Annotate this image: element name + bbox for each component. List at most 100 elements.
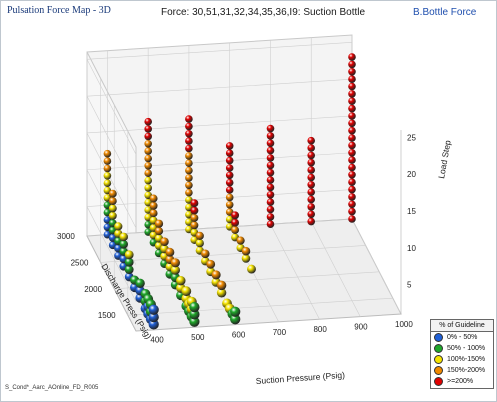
data-point (231, 218, 240, 227)
data-point (124, 257, 134, 267)
data-point (348, 200, 356, 209)
data-point (266, 183, 275, 192)
data-point (247, 264, 256, 274)
data-point (266, 198, 275, 206)
data-point (149, 194, 158, 203)
data-point (206, 259, 216, 269)
grid-line (86, 42, 353, 60)
data-point (144, 169, 152, 177)
data-point (185, 181, 193, 190)
data-point (154, 226, 164, 236)
data-point (119, 240, 128, 249)
legend-label: 150%-200% (447, 367, 486, 374)
y-tick-label: 2500 (71, 258, 89, 267)
legend: % of Guideline 0% - 50% 50% - 100% 100%-… (430, 319, 494, 389)
data-point (165, 247, 175, 257)
grid-line (127, 297, 393, 316)
data-point (216, 280, 227, 291)
data-point (348, 156, 356, 164)
legend-label: >=200% (447, 378, 474, 385)
data-point (189, 301, 200, 313)
legend-swatch (434, 366, 443, 375)
legend-swatch (434, 355, 443, 364)
data-point (108, 211, 117, 220)
legend-label: 50% - 100% (447, 345, 486, 352)
data-point (148, 311, 159, 323)
data-point (348, 215, 356, 223)
data-point (148, 319, 159, 330)
data-point (190, 221, 199, 230)
data-point (266, 124, 275, 133)
data-point (225, 142, 234, 150)
bottle-force-title: B.Bottle Force (413, 7, 477, 18)
data-point (144, 117, 152, 126)
data-point (307, 210, 316, 219)
data-point (225, 178, 234, 187)
footer-caption: S_Cond*_Aarc_AOnline_FD_R005 (5, 385, 99, 391)
data-point (307, 166, 316, 174)
z-tick-label: 15 (407, 207, 416, 216)
data-point (148, 304, 159, 315)
data-point (225, 156, 234, 165)
data-point (266, 132, 275, 140)
data-point (103, 164, 112, 173)
data-point (307, 181, 316, 189)
legend-item-2: 100%-150% (431, 354, 493, 365)
data-point (231, 226, 240, 234)
data-point (348, 171, 356, 179)
z-axis-label: Load Step (436, 139, 453, 179)
data-point (190, 213, 199, 222)
data-point (170, 265, 180, 275)
data-point (241, 254, 251, 263)
data-point (195, 239, 204, 248)
data-point (307, 136, 316, 145)
data-point (348, 193, 356, 201)
data-point (154, 219, 164, 228)
data-point (348, 68, 356, 76)
data-point (266, 146, 275, 155)
grid-line (86, 132, 137, 229)
x-tick-label: 800 (313, 325, 327, 334)
data-point (225, 149, 234, 157)
data-point (225, 193, 234, 202)
grid-line (86, 96, 137, 192)
data-point (144, 125, 152, 133)
x-tick-label: 600 (232, 330, 246, 339)
data-point (190, 206, 199, 215)
data-point (176, 275, 186, 286)
data-point (266, 168, 275, 177)
data-point (266, 176, 275, 184)
data-point (185, 174, 193, 182)
data-point (348, 82, 356, 91)
data-point (144, 184, 152, 192)
grid-line (86, 78, 353, 97)
data-point (307, 188, 316, 196)
data-point (348, 178, 356, 186)
data-point (185, 166, 193, 175)
data-point (144, 176, 152, 185)
grid-line (86, 115, 353, 134)
legend-title: % of Guideline (431, 320, 493, 332)
data-point (124, 250, 134, 260)
legend-swatch (434, 377, 443, 386)
x-tick-label: 500 (191, 333, 205, 342)
grid-line (86, 59, 137, 155)
legend-item-1: 50% - 100% (431, 343, 493, 354)
data-point (348, 60, 356, 69)
data-point (231, 211, 240, 220)
data-point (348, 185, 356, 194)
data-point (170, 258, 180, 268)
data-point (266, 205, 275, 214)
data-point (307, 158, 316, 167)
z-tick-label: 25 (407, 133, 416, 142)
data-point (108, 204, 117, 213)
z-tick-label: 20 (407, 170, 416, 179)
data-point (149, 201, 158, 210)
y-tick-label: 1500 (98, 311, 116, 320)
legend-item-0: 0% - 50% (431, 332, 493, 343)
data-point (189, 309, 200, 320)
data-point (307, 173, 316, 182)
data-point (348, 75, 356, 83)
data-point (114, 222, 123, 231)
